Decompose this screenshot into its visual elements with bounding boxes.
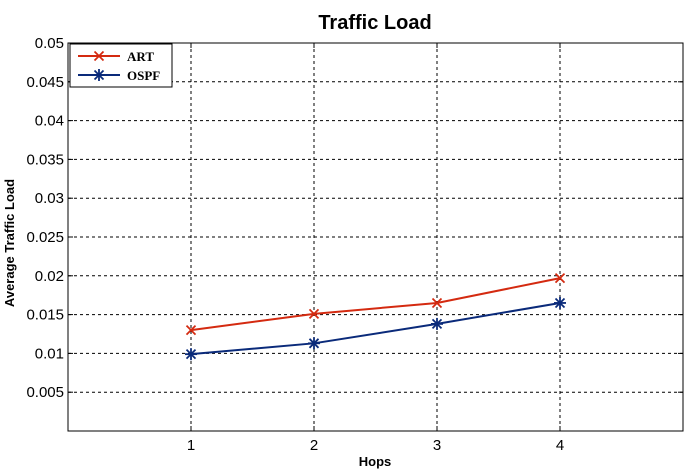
series-line-art (190, 277, 561, 332)
legend-box (69, 43, 173, 88)
data-point-art (308, 308, 320, 319)
legend-marker-art (93, 50, 105, 62)
data-point-art (185, 324, 197, 336)
y-tick-label: 0.01 (35, 345, 64, 362)
y-tick-label: 0.045 (26, 74, 64, 91)
y-tick-label: 0.035 (26, 151, 64, 168)
data-point-art (431, 297, 443, 309)
x-axis-label: Hops (359, 454, 392, 469)
x-tick-label: 2 (310, 437, 318, 454)
series-line-ospf (190, 301, 561, 356)
grid-lines (67, 42, 684, 432)
x-tick-label: 3 (433, 437, 441, 454)
y-tick-label: 0.04 (35, 113, 64, 130)
data-point-ospf (554, 296, 566, 309)
y-tick-label: 0.025 (26, 229, 64, 246)
legend-marker-ospf (93, 69, 105, 81)
y-tick-label: 0.015 (26, 307, 64, 324)
x-tick-label: 1 (187, 437, 195, 454)
data-point-ospf (431, 317, 443, 330)
y-tick-label: 0.05 (35, 35, 64, 52)
data-point-ospf (308, 337, 320, 350)
data-point-ospf (185, 348, 197, 361)
legend-item-art: ART (78, 49, 154, 64)
legend-item-ospf: OSPF (78, 68, 160, 83)
legend-label-ospf: OSPF (127, 68, 160, 83)
y-tick-label: 0.03 (35, 190, 64, 207)
data-point-art (554, 272, 566, 284)
legend-label-art: ART (127, 49, 154, 64)
axis-ticks: 1 2 3 4 0.005 0.01 0.015 0.02 0.025 0.03 0.035 0.04… (26, 35, 683, 454)
x-tick-label: 4 (556, 437, 564, 454)
y-tick-label: 0.02 (35, 268, 64, 285)
series-lines (185, 272, 566, 361)
y-axis-label: Average Traffic Load (2, 179, 17, 307)
chart-title: Traffic Load (318, 12, 431, 34)
legend: ART OSPF (69, 43, 173, 88)
y-tick-label: 0.005 (26, 384, 64, 401)
